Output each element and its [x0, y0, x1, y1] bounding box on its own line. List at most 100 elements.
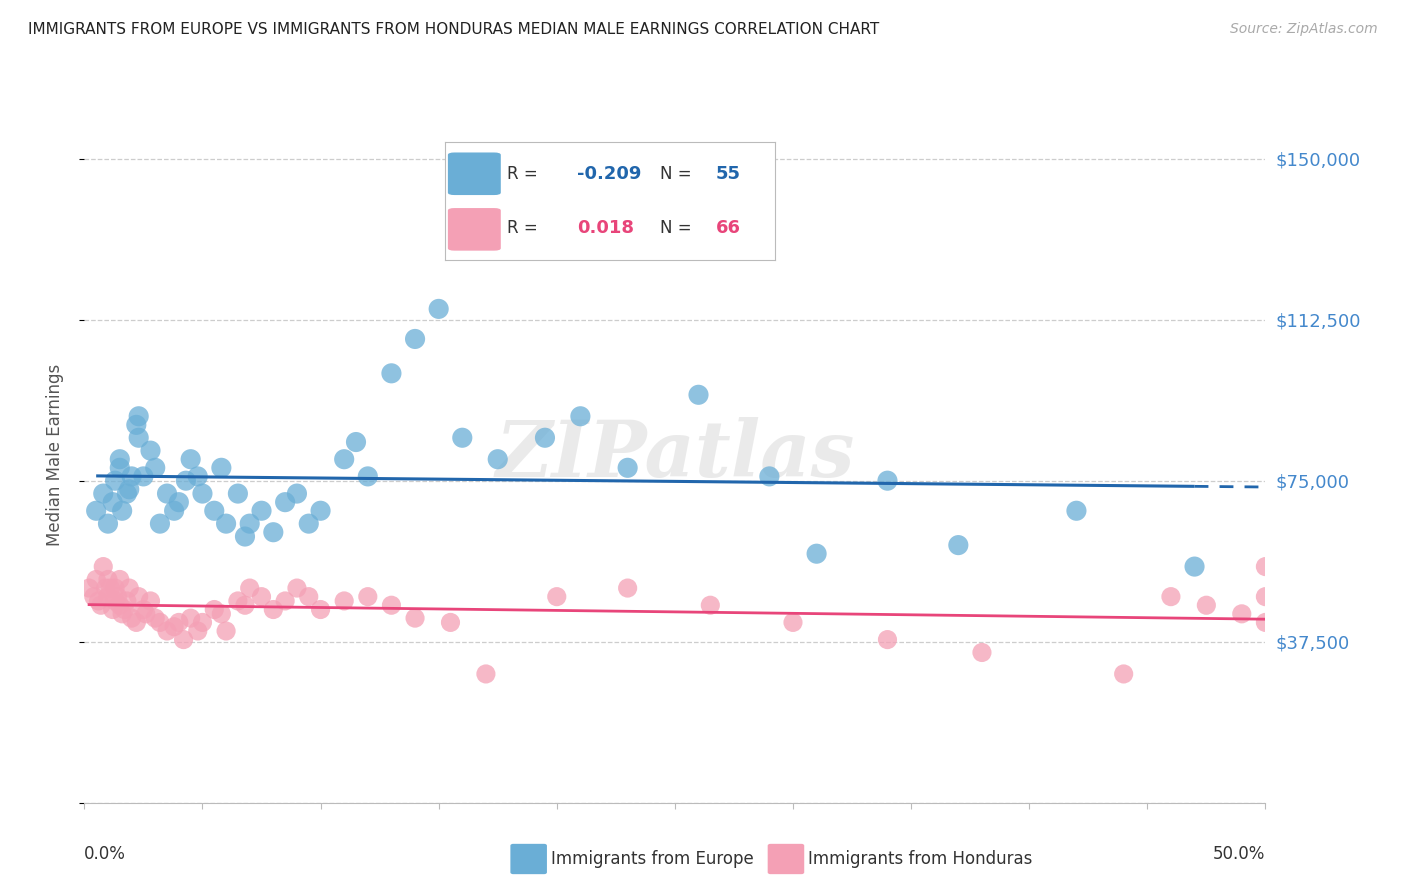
Point — [1112, 667, 1135, 681]
Point — [333, 452, 356, 467]
Point — [180, 611, 202, 625]
Point — [309, 504, 332, 518]
Text: 50.0%: 50.0% — [1213, 845, 1265, 863]
Point — [101, 495, 124, 509]
Point — [121, 469, 143, 483]
Point — [699, 599, 721, 613]
Point — [104, 594, 127, 608]
Point — [262, 602, 284, 616]
Point — [202, 504, 225, 518]
Point — [107, 590, 129, 604]
Point — [298, 516, 321, 531]
Point — [108, 452, 131, 467]
Point — [1160, 590, 1182, 604]
Point — [1066, 504, 1088, 518]
Point — [298, 590, 321, 604]
Point — [94, 581, 117, 595]
Point — [215, 516, 238, 531]
Point — [1254, 615, 1277, 630]
Text: ZIPatlas: ZIPatlas — [495, 417, 855, 493]
Point — [239, 581, 262, 595]
Point — [486, 452, 509, 467]
Point — [83, 590, 105, 604]
Point — [115, 486, 138, 500]
Point — [128, 431, 150, 445]
Point — [285, 581, 308, 595]
Point — [135, 607, 157, 621]
Point — [569, 409, 592, 424]
Point — [1230, 607, 1253, 621]
Point — [104, 581, 127, 595]
Point — [233, 599, 256, 613]
Point — [143, 460, 166, 475]
Point — [118, 581, 141, 595]
Point — [1254, 590, 1277, 604]
Point — [1195, 599, 1218, 613]
Point — [262, 525, 284, 540]
Point — [202, 602, 225, 616]
Point — [215, 624, 238, 638]
Point — [87, 594, 110, 608]
Point — [309, 602, 332, 616]
Point — [180, 452, 202, 467]
Point — [970, 645, 993, 659]
Point — [357, 590, 380, 604]
Point — [139, 443, 162, 458]
Point — [132, 602, 155, 616]
Point — [128, 409, 150, 424]
Point — [250, 504, 273, 518]
Point — [143, 611, 166, 625]
Point — [233, 529, 256, 543]
Point — [101, 602, 124, 616]
Point — [285, 486, 308, 500]
Point — [163, 504, 186, 518]
Point — [163, 620, 186, 634]
Point — [782, 615, 804, 630]
Point — [688, 388, 710, 402]
Point — [114, 602, 136, 616]
Point — [167, 495, 190, 509]
Point — [149, 615, 172, 630]
Text: 0.0%: 0.0% — [84, 845, 127, 863]
Point — [226, 594, 249, 608]
Point — [156, 624, 179, 638]
Point — [118, 483, 141, 497]
Point — [546, 590, 568, 604]
Point — [187, 624, 209, 638]
Point — [239, 516, 262, 531]
Point — [98, 581, 121, 595]
Point — [191, 486, 214, 500]
Point — [226, 486, 249, 500]
Point — [84, 504, 107, 518]
Point — [404, 611, 426, 625]
Point — [132, 469, 155, 483]
Point — [77, 581, 100, 595]
Point — [125, 615, 148, 630]
Point — [104, 474, 127, 488]
Point — [250, 590, 273, 604]
Point — [128, 590, 150, 604]
Point — [111, 504, 134, 518]
Y-axis label: Median Male Earnings: Median Male Earnings — [45, 364, 63, 546]
Point — [97, 516, 120, 531]
Point — [876, 632, 898, 647]
Point — [534, 431, 557, 445]
Point — [404, 332, 426, 346]
Point — [616, 581, 638, 595]
Point — [108, 460, 131, 475]
Text: Immigrants from Honduras: Immigrants from Honduras — [808, 850, 1033, 868]
Point — [173, 632, 195, 647]
Point — [187, 469, 209, 483]
Point — [344, 435, 367, 450]
Point — [174, 474, 197, 488]
Point — [115, 594, 138, 608]
Point — [209, 607, 232, 621]
Point — [191, 615, 214, 630]
Point — [274, 594, 297, 608]
Point — [948, 538, 970, 552]
Point — [121, 611, 143, 625]
Point — [91, 486, 114, 500]
Point — [1184, 559, 1206, 574]
Point — [758, 469, 780, 483]
Point — [139, 594, 162, 608]
